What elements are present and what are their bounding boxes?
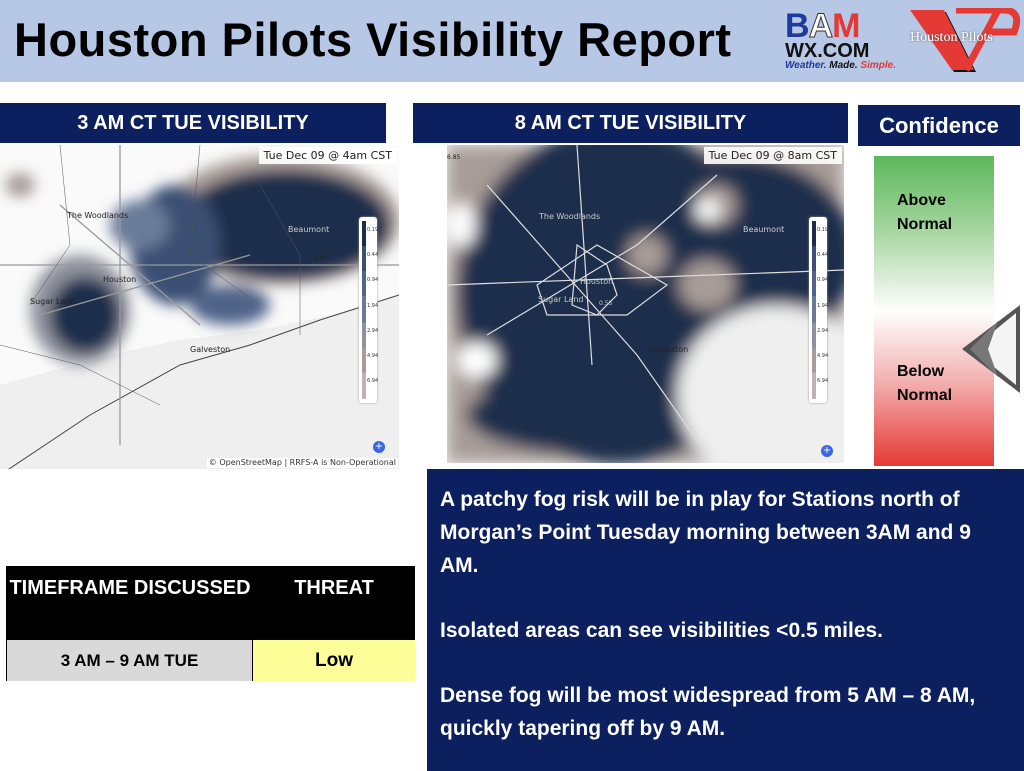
confidence-below-label: Below Normal — [897, 363, 953, 404]
discussion-paragraph: Isolated areas can see visibilities <0.5… — [440, 619, 884, 642]
table-header-timeframe: TIMEFRAME DISCUSSED — [7, 567, 253, 639]
place-label: The Woodlands — [539, 212, 601, 221]
houston-pilots-logo: Houston Pilots — [906, 6, 1022, 78]
confidence-pointer-icon — [962, 305, 1020, 393]
zoom-in-button[interactable]: + — [821, 445, 833, 457]
title-bar: Houston Pilots Visibility Report BAM WX.… — [0, 0, 1024, 82]
place-label: Sugar Land — [538, 295, 584, 304]
discussion-paragraph: A patchy fog risk will be in play for St… — [440, 488, 971, 577]
visibility-map-3am[interactable]: Tue Dec 09 @ 4am CST The Woodlands Houst… — [0, 145, 399, 469]
visibility-map-8am[interactable]: Tue Dec 09 @ 8am CST 6.85 The Woodlands … — [447, 145, 844, 463]
point-value: 5.45 — [314, 254, 328, 261]
table-header-threat: THREAT — [253, 567, 415, 639]
confidence-heading: Confidence — [858, 105, 1020, 146]
threat-table: TIMEFRAME DISCUSSED THREAT 3 AM – 9 AM T… — [6, 566, 415, 681]
point-value: 0.55 — [599, 300, 613, 307]
discussion-paragraph: Dense fog will be most widespread from 5… — [440, 684, 976, 740]
place-label: The Woodlands — [67, 211, 129, 220]
point-value: 6.85 — [447, 154, 461, 161]
page-title: Houston Pilots Visibility Report — [14, 13, 732, 66]
visibility-legend: 0.19 0.44 0.94 1.94 2.94 4.94 6.94 — [809, 217, 828, 403]
map-timestamp: Tue Dec 09 @ 8am CST — [703, 147, 842, 164]
discussion-box: A patchy fog risk will be in play for St… — [427, 469, 1024, 771]
place-label: Houston — [103, 275, 137, 284]
place-label: Beaumont — [743, 225, 785, 234]
map-timestamp: Tue Dec 09 @ 4am CST — [258, 147, 397, 164]
map-heading-3am: 3 AM CT TUE VISIBILITY — [0, 103, 386, 143]
place-label: Galveston — [190, 345, 231, 354]
confidence-scale — [874, 156, 994, 466]
visibility-legend: 0.19 0.44 0.94 1.94 2.94 4.94 6.94 — [359, 217, 378, 403]
zoom-in-button[interactable]: + — [373, 441, 385, 453]
place-label: Sugar Land — [30, 297, 76, 306]
map-attribution: © OpenStreetMap | RRFS-A is Non-Operatio… — [206, 458, 398, 468]
place-label: Galveston — [648, 345, 689, 354]
timeframe-cell: 3 AM – 9 AM TUE — [7, 639, 253, 681]
place-label: Houston — [580, 277, 614, 286]
place-label: Beaumont — [288, 225, 330, 234]
bam-wx-logo: BAM WX.COM Weather. Made. Simple. — [785, 7, 896, 72]
threat-cell: Low — [253, 639, 415, 681]
map-heading-8am: 8 AM CT TUE VISIBILITY — [413, 103, 848, 143]
confidence-above-label: Above Normal — [897, 192, 953, 233]
